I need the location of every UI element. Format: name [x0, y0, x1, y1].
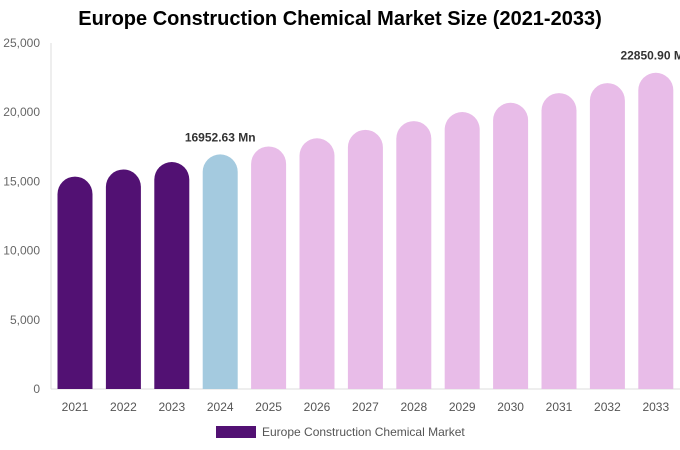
- legend: Europe Construction Chemical Market: [216, 425, 465, 439]
- x-tick-label: 2027: [352, 400, 379, 414]
- bar-2026: [299, 138, 335, 389]
- bar-2022: [105, 169, 141, 389]
- data-label: 16952.63 Mn: [185, 130, 256, 144]
- y-tick-label: 5,000: [10, 313, 40, 327]
- bar-2023: [154, 162, 190, 389]
- x-tick-label: 2023: [158, 400, 185, 414]
- bar-2021: [57, 176, 93, 389]
- x-tick-label: 2030: [497, 400, 524, 414]
- bar-2031: [541, 93, 577, 389]
- x-tick-label: 2021: [62, 400, 89, 414]
- x-tick-label: 2029: [449, 400, 476, 414]
- bar-2033: [638, 72, 674, 390]
- x-tick-label: 2031: [546, 400, 573, 414]
- legend-swatch: [216, 426, 256, 438]
- y-tick-label: 10,000: [3, 244, 40, 258]
- legend-label: Europe Construction Chemical Market: [262, 425, 465, 439]
- x-tick-label: 2032: [594, 400, 621, 414]
- y-tick-label: 15,000: [3, 174, 40, 188]
- x-tick-label: 2022: [110, 400, 137, 414]
- x-tick-label: 2033: [642, 400, 669, 414]
- bar-2028: [396, 121, 432, 390]
- data-label: 22850.90 Mn: [620, 49, 680, 63]
- bar-2029: [444, 112, 480, 390]
- x-tick-label: 2028: [400, 400, 427, 414]
- chart-title: Europe Construction Chemical Market Size…: [78, 8, 602, 30]
- bar-2027: [347, 129, 383, 389]
- bar-2024: [202, 154, 238, 389]
- x-tick-label: 2024: [207, 400, 234, 414]
- bar-2030: [493, 102, 529, 389]
- bar-2025: [251, 146, 287, 389]
- bar-2032: [589, 83, 625, 389]
- y-tick-label: 25,000: [3, 36, 40, 50]
- x-tick-label: 2025: [255, 400, 282, 414]
- y-tick-label: 20,000: [3, 105, 40, 119]
- y-tick-label: 0: [33, 382, 40, 396]
- x-tick-label: 2026: [304, 400, 331, 414]
